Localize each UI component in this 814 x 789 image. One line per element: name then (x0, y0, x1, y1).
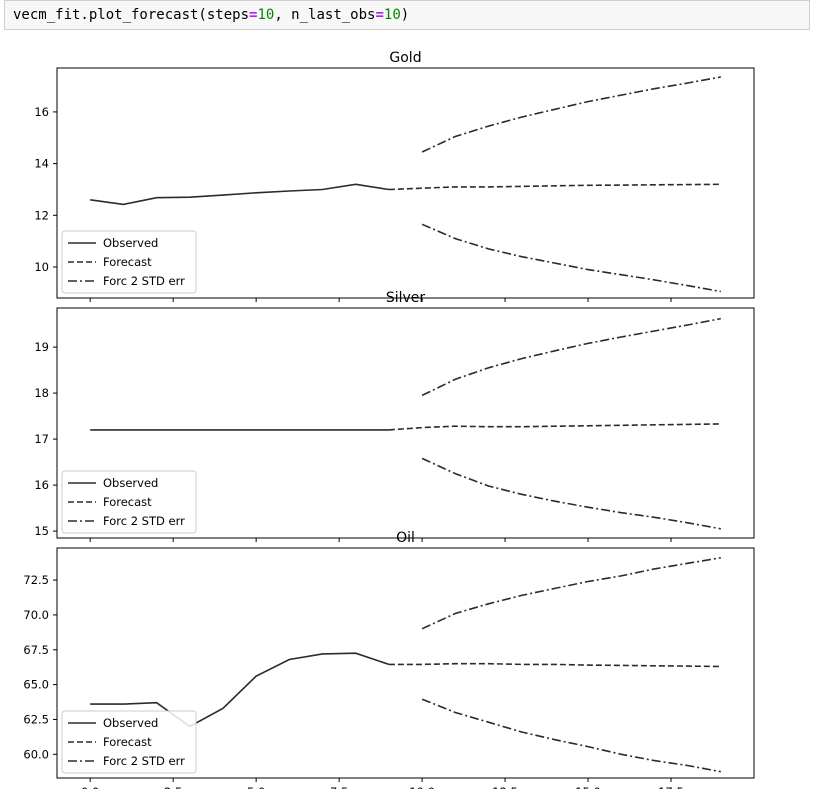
legend-label: Forc 2 STD err (103, 514, 185, 528)
series-line-forecast (388, 662, 721, 668)
legend-label: Observed (103, 716, 158, 730)
code-cell[interactable]: vecm_fit.plot_forecast(steps=10, n_last_… (4, 0, 810, 30)
legend-box (61, 230, 197, 294)
legend: Observed Forecast Forc 2 STD err (61, 470, 197, 534)
series-line-lower-band (421, 698, 721, 773)
subplot-gold: Gold0.02.55.07.510.012.515.017.510121416… (34, 50, 755, 319)
y-tick-label: 17 (34, 432, 49, 446)
x-tick-label: 10.0 (409, 785, 435, 789)
series-line-forc-2-std-err (421, 317, 721, 397)
code-token: = (249, 7, 258, 23)
code-token: 10 (257, 7, 275, 23)
y-tick-label: 65.0 (23, 678, 49, 692)
code-token: 10 (383, 7, 401, 23)
y-tick-label: 15 (34, 524, 49, 538)
x-tick-label: 17.5 (658, 785, 684, 789)
legend-label: Forc 2 STD err (103, 274, 185, 288)
series-line-forecast (388, 423, 721, 431)
legend: Observed Forecast Forc 2 STD err (61, 710, 197, 774)
legend-box (61, 710, 197, 774)
x-tick-label: 0.0 (81, 785, 99, 789)
legend-label: Forc 2 STD err (103, 754, 185, 768)
legend-label: Observed (103, 476, 158, 490)
y-tick-label: 62.5 (23, 712, 49, 726)
y-tick-label: 18 (34, 386, 49, 400)
x-tick-label: 7.5 (330, 785, 348, 789)
legend-box (61, 470, 197, 534)
legend-label: Forecast (103, 255, 152, 269)
series-line-observed (90, 652, 390, 728)
code-token: ) (400, 7, 410, 23)
code-token: , n_last_obs (274, 7, 376, 23)
code-line: vecm_fit.plot_forecast(steps=10, n_last_… (13, 5, 409, 25)
series-line-lower-band (421, 223, 721, 293)
legend-label: Forecast (103, 495, 152, 509)
y-tick-label: 10 (34, 260, 49, 274)
plot-title: Oil (396, 530, 415, 546)
series-line-observed (90, 183, 390, 206)
legend-label: Observed (103, 236, 158, 250)
y-tick-label: 12 (34, 208, 49, 222)
y-tick-label: 67.5 (23, 643, 49, 657)
y-tick-label: 16 (34, 478, 49, 492)
plot-title: Silver (386, 290, 426, 306)
series-line-forecast (388, 183, 721, 191)
series-line-forc-2-std-err (421, 557, 721, 630)
series-line-forc-2-std-err (421, 76, 721, 153)
legend: Observed Forecast Forc 2 STD err (61, 230, 197, 294)
x-tick-label: 12.5 (492, 785, 518, 789)
code-token: vecm_fit.plot_forecast(steps (13, 7, 250, 23)
y-tick-label: 70.0 (23, 608, 49, 622)
subplot-silver: Silver0.02.55.07.510.012.515.017.5151617… (34, 290, 755, 559)
x-tick-label: 5.0 (247, 785, 265, 789)
y-tick-label: 16 (34, 105, 49, 119)
x-tick-label: 15.0 (575, 785, 601, 789)
legend-label: Forecast (103, 735, 152, 749)
y-tick-label: 14 (34, 157, 49, 171)
plot-title: Gold (389, 50, 421, 66)
forecast-plots: Gold 0.0 2.5 5.0 7.5 10.0 12.5 15.0 17.5 10 12 14 16… (23, 50, 755, 789)
subplot-oil: Oil 0.0 2.5 5.0 7.5 10.0 12.5 15.0 17.5 60.0 62.5 6… (23, 530, 755, 789)
code-token: = (375, 7, 384, 23)
y-tick-label: 60.0 (23, 747, 49, 761)
series-line-lower-band (421, 457, 721, 530)
x-tick-label: 2.5 (164, 785, 182, 789)
y-tick-label: 72.5 (23, 573, 49, 587)
y-tick-label: 19 (34, 340, 49, 354)
